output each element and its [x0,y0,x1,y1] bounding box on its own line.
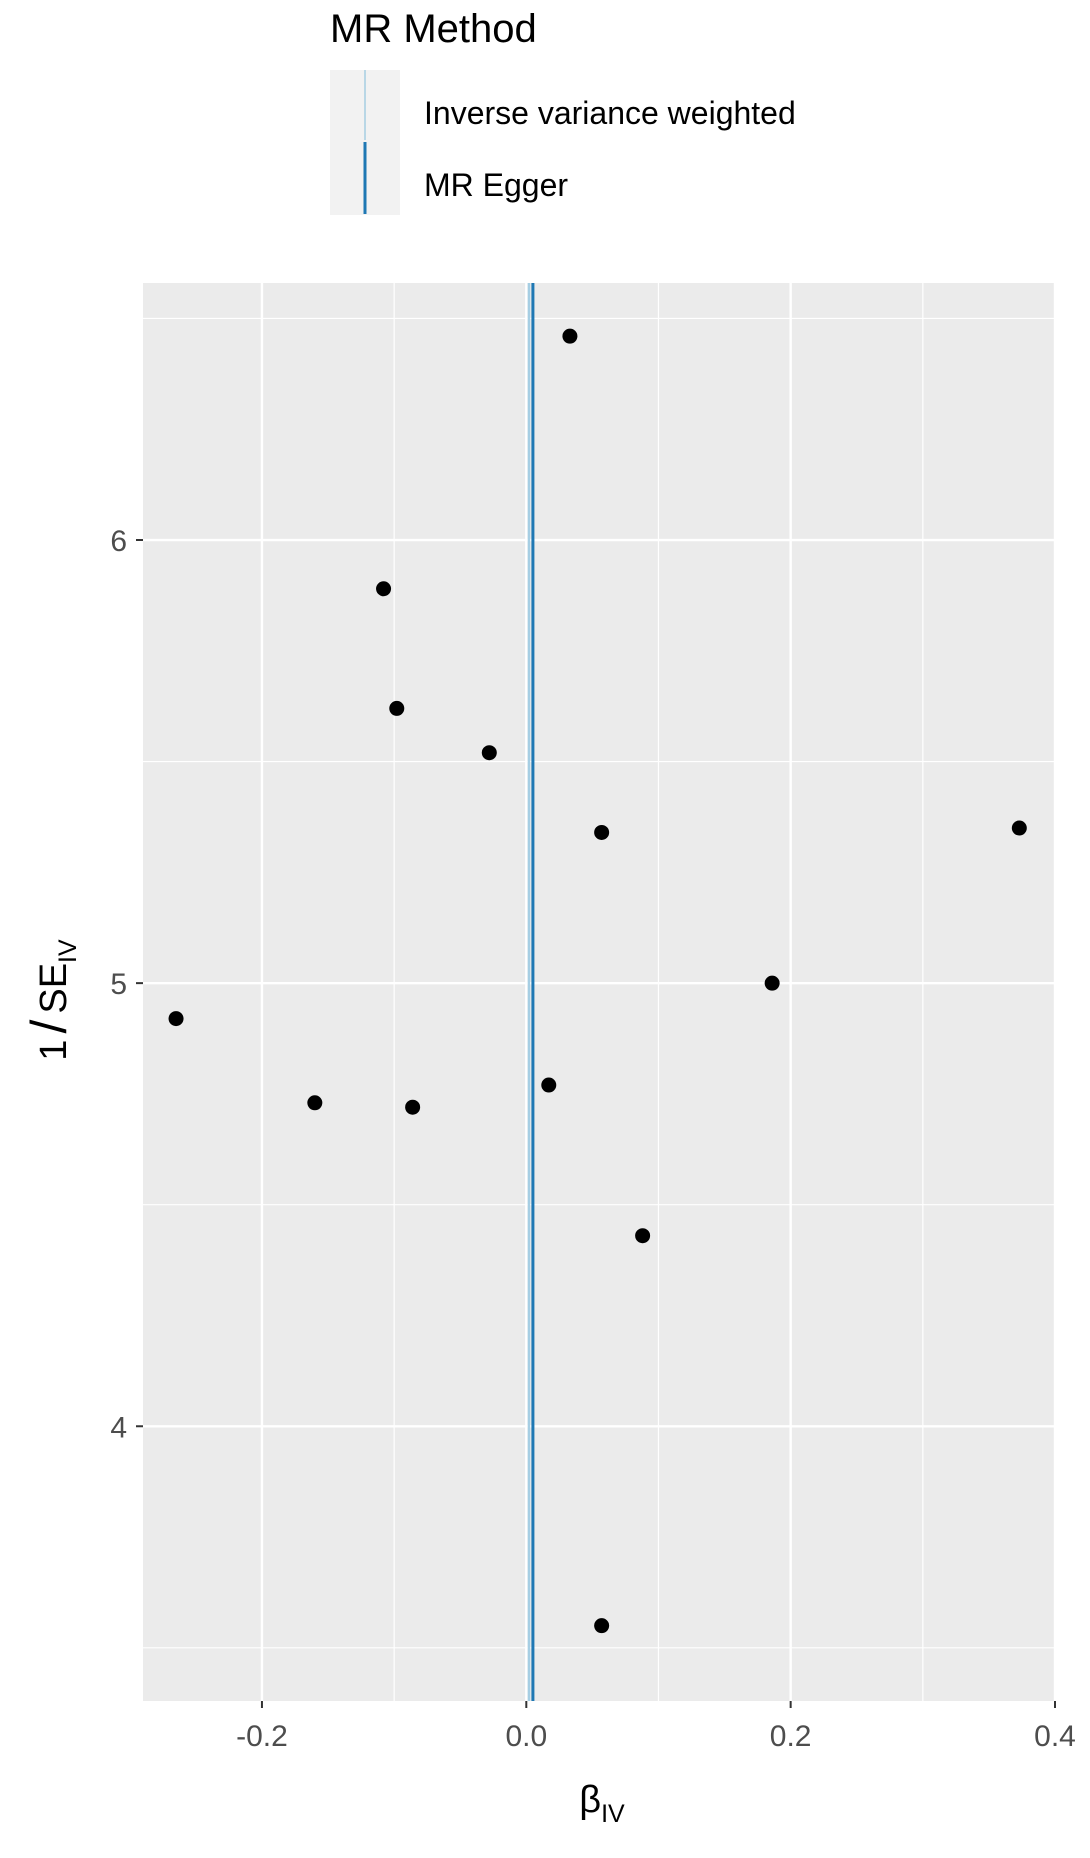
scatter-point [594,824,610,840]
x-axis-title: βIV [579,1779,625,1828]
scatter-point [541,1077,557,1093]
x-tick-label: -0.2 [236,1720,288,1753]
legend-title: MR Method [330,7,537,51]
y-axis-title: 1/SEIV [21,939,82,1061]
scatter-point [307,1095,323,1111]
x-tick-label: 0.4 [1034,1720,1076,1753]
scatter-point [481,745,497,761]
grid-minor [143,283,1055,1701]
x-axis-title-main: β [579,1779,601,1821]
legend: MR Method Inverse variance weighted MR E… [330,7,796,215]
scatter-point [635,1228,651,1244]
scatter-point [594,1618,610,1634]
scatter-point [1011,820,1027,836]
scatter-point [168,1011,184,1027]
x-axis: -0.2 0.0 0.2 0.4 [236,1701,1076,1753]
grid-major [143,283,1057,1701]
legend-label-ivw: Inverse variance weighted [424,95,796,131]
scatter-point [562,328,578,344]
y-tick-label: 5 [110,968,127,1001]
data-points [168,328,1027,1634]
legend-label-mr-egger: MR Egger [424,167,568,203]
plot-panel [143,283,1055,1701]
scatter-point [389,700,405,716]
y-tick-label: 4 [110,1411,127,1444]
scatter-point [764,975,780,991]
y-axis-title-prefix: 1 [33,1040,75,1061]
scatter-point [376,581,392,597]
y-axis: 4 5 6 [110,525,143,1444]
y-axis-title-main: SE [33,963,75,1014]
y-axis-title-sub: IV [54,939,82,963]
x-axis-title-sub: IV [601,1800,625,1828]
x-tick-label: 0.2 [770,1720,812,1753]
y-tick-label: 6 [110,525,127,558]
method-lines [527,283,535,1701]
scatter-point [405,1099,421,1115]
x-tick-label: 0.0 [505,1720,547,1753]
